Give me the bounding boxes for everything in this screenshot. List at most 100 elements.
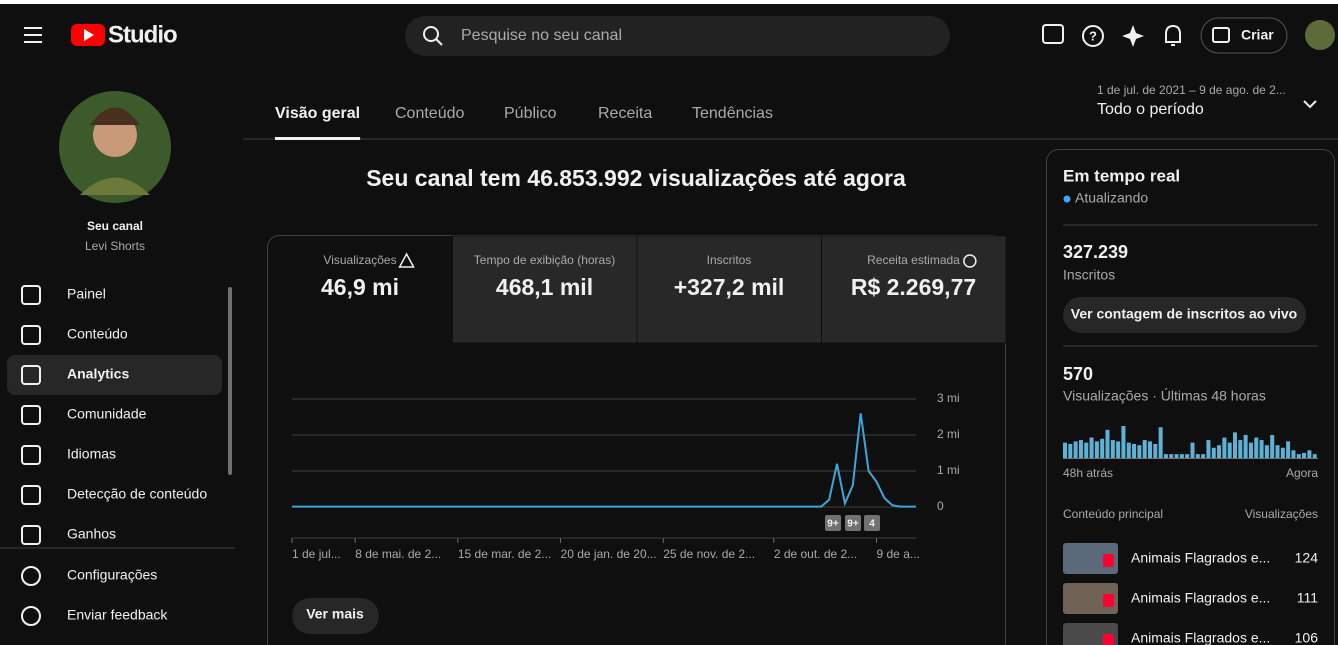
bar	[1163, 454, 1168, 458]
nav-item[interactable]: Painel	[67, 286, 106, 302]
metric-label[interactable]: Visualizações	[323, 253, 396, 267]
top-content-label: Conteúdo principal	[1063, 507, 1163, 521]
bar	[1185, 454, 1190, 458]
metric-tab-bg[interactable]	[452, 235, 638, 344]
nav-icon	[21, 525, 41, 545]
logo-play	[84, 29, 94, 41]
x-tick-label: 9 de a...	[877, 547, 920, 561]
bar	[1110, 440, 1115, 458]
annotation[interactable]: 4	[869, 519, 875, 530]
shorts-badge	[1103, 554, 1114, 567]
metric-value[interactable]: R$ 2.269,77	[851, 274, 976, 300]
create-button[interactable]	[1200, 17, 1288, 54]
bar	[1174, 454, 1179, 458]
bar	[1259, 440, 1264, 458]
nav-item[interactable]: Comunidade	[67, 406, 147, 422]
date-chevron[interactable]	[1303, 100, 1317, 109]
nav-item[interactable]: Configurações	[67, 567, 157, 583]
annotation[interactable]: 9+	[847, 519, 859, 530]
headline: Seu canal tem 46.853.992 visualizações a…	[366, 165, 906, 191]
metric-tab-bg[interactable]	[821, 235, 1007, 344]
help-icon[interactable]	[1082, 25, 1104, 47]
tab[interactable]: Visão geral	[275, 105, 360, 122]
bar	[1211, 447, 1216, 458]
nav-item[interactable]: Detecção de conteúdo	[67, 486, 207, 502]
warning-icon	[398, 252, 415, 268]
bar	[1291, 450, 1296, 458]
nav-icon	[21, 285, 41, 305]
annotation[interactable]: 9+	[827, 519, 839, 530]
account-avatar[interactable]	[1305, 20, 1335, 50]
see-more-label[interactable]: Ver mais	[306, 606, 364, 622]
metric-label[interactable]: Tempo de exibição (horas)	[474, 253, 615, 267]
date-period[interactable]: Todo o período	[1097, 101, 1204, 118]
date-range[interactable]: 1 de jul. de 2021 – 9 de ago. de 2...	[1097, 83, 1286, 97]
scrollbar[interactable]	[228, 287, 232, 475]
bar	[1132, 443, 1137, 458]
subscribers-count: 327.239	[1063, 242, 1128, 262]
y-tick-label: 1 mi	[937, 463, 960, 477]
tab-underline	[275, 137, 361, 140]
metric-label[interactable]: Receita estimada	[867, 253, 960, 267]
bar	[1068, 443, 1073, 458]
metric-tab-bg[interactable]	[636, 235, 822, 344]
metric-value[interactable]: +327,2 mil	[674, 274, 785, 300]
x-tick-label: 1 de jul...	[292, 547, 341, 561]
annotation-badge[interactable]	[825, 515, 841, 531]
tab[interactable]: Público	[504, 105, 557, 122]
bar	[1179, 454, 1184, 458]
tab[interactable]: Tendências	[692, 105, 773, 122]
live-count-label[interactable]: Ver contagem de inscritos ao vivo	[1071, 306, 1297, 322]
bar	[1100, 438, 1105, 458]
nav-item[interactable]: Ganhos	[67, 526, 116, 542]
metric-value[interactable]: 46,9 mi	[321, 274, 399, 300]
notifications-icon[interactable]	[1165, 24, 1181, 46]
tab[interactable]: Receita	[598, 105, 652, 122]
content-title[interactable]: Animais Flagrados e...	[1131, 550, 1270, 566]
nav-item[interactable]: Conteúdo	[67, 326, 128, 342]
bar	[1264, 445, 1269, 458]
logo-text[interactable]: Studio	[108, 21, 178, 48]
x-tick-label: 2 de out. de 2...	[774, 547, 857, 561]
nav-item[interactable]: Analytics	[67, 366, 129, 382]
see-more-button[interactable]	[292, 598, 379, 634]
feedback-icon[interactable]	[1042, 24, 1064, 44]
create-label[interactable]: Criar	[1241, 27, 1274, 43]
search-icon	[423, 26, 439, 42]
nav-icon	[21, 606, 41, 626]
bar	[1169, 454, 1174, 458]
nav-icon	[21, 485, 41, 505]
bar	[1248, 442, 1253, 458]
live-count-button[interactable]	[1063, 297, 1306, 333]
realtime-title: Em tempo real	[1063, 166, 1180, 185]
content-title[interactable]: Animais Flagrados e...	[1131, 590, 1270, 606]
nav-item[interactable]: Idiomas	[67, 446, 116, 462]
bar	[1078, 440, 1083, 458]
metric-label[interactable]: Inscritos	[707, 253, 752, 267]
nav-selected	[7, 355, 222, 395]
menu-button[interactable]	[24, 27, 42, 43]
annotation-badge[interactable]	[845, 515, 861, 531]
bar	[1105, 429, 1110, 458]
annotation-badge[interactable]	[864, 515, 880, 531]
views-count: 570	[1063, 364, 1093, 384]
bar	[1142, 440, 1147, 458]
bar	[1089, 437, 1094, 458]
bar	[1121, 426, 1126, 458]
bar	[1307, 450, 1312, 458]
content-title[interactable]: Animais Flagrados e...	[1131, 630, 1270, 645]
nav-icon	[21, 325, 41, 345]
metric-value[interactable]: 468,1 mil	[496, 274, 593, 300]
search-icon-handle	[435, 38, 443, 46]
tab[interactable]: Conteúdo	[395, 105, 464, 122]
nav-item[interactable]: Enviar feedback	[67, 607, 168, 623]
bar	[1116, 441, 1121, 458]
realtime-status: Atualizando	[1075, 190, 1148, 206]
sparkle-icon[interactable]	[1122, 25, 1144, 47]
bar	[1190, 442, 1195, 458]
search-box[interactable]	[405, 16, 950, 56]
x-tick-label: 8 de mai. de 2...	[355, 547, 441, 561]
x-tick-label: 25 de nov. de 2...	[663, 547, 755, 561]
realtime-card	[1046, 149, 1335, 645]
